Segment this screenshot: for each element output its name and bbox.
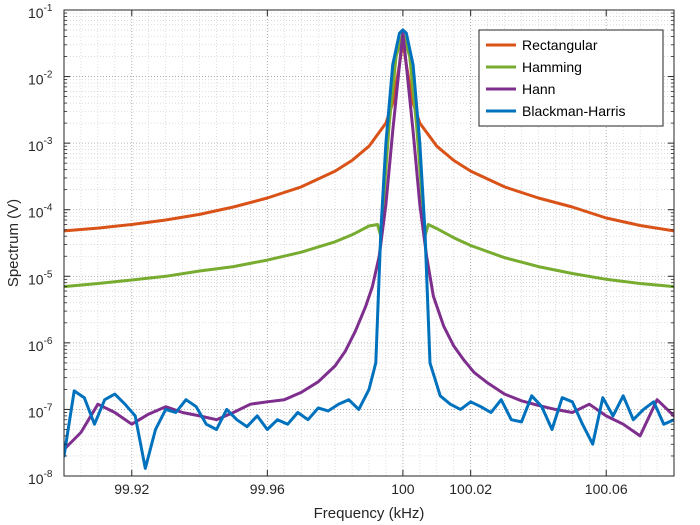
y-tick-label: 10-5	[28, 269, 53, 287]
y-tick-label: 10-1	[28, 3, 53, 21]
y-tick-label: 10-7	[28, 402, 53, 420]
x-tick-label: 100.02	[449, 481, 492, 497]
series-layer	[64, 28, 674, 470]
y-axis-label: Spectrum (V)	[5, 199, 22, 287]
legend-label-rectangular: Rectangular	[522, 37, 598, 53]
x-tick-label: 99.92	[114, 481, 149, 497]
axis-ticks	[64, 9, 674, 477]
x-axis-label: Frequency (kHz)	[314, 505, 425, 522]
legend: Rectangular Hamming Hann Blackman-Harris	[478, 29, 664, 127]
y-tick-labels: 10-8 10-7 10-6 10-5 10-4 10-3 10-2 10-1	[28, 3, 53, 487]
y-tick-label: 10-8	[28, 469, 53, 487]
x-tick-label: 100	[391, 481, 415, 497]
series-line-hamming	[64, 31, 674, 289]
y-tick-label: 10-4	[28, 203, 53, 221]
legend-label-blackman-harris: Blackman-Harris	[522, 103, 625, 119]
axes-box	[63, 9, 675, 477]
y-tick-label: 10-3	[28, 136, 53, 154]
series-line-blackman-harris	[64, 28, 674, 470]
legend-label-hamming: Hamming	[522, 59, 582, 75]
y-tick-label: 10-6	[28, 336, 53, 354]
y-tick-label: 10-2	[28, 70, 53, 88]
x-tick-labels: 99.92 99.96 100 100.02 100.06	[114, 481, 628, 497]
legend-label-hann: Hann	[522, 81, 555, 97]
x-tick-label: 99.96	[250, 481, 285, 497]
series-line-hann	[64, 31, 674, 451]
x-tick-label: 100.06	[585, 481, 628, 497]
